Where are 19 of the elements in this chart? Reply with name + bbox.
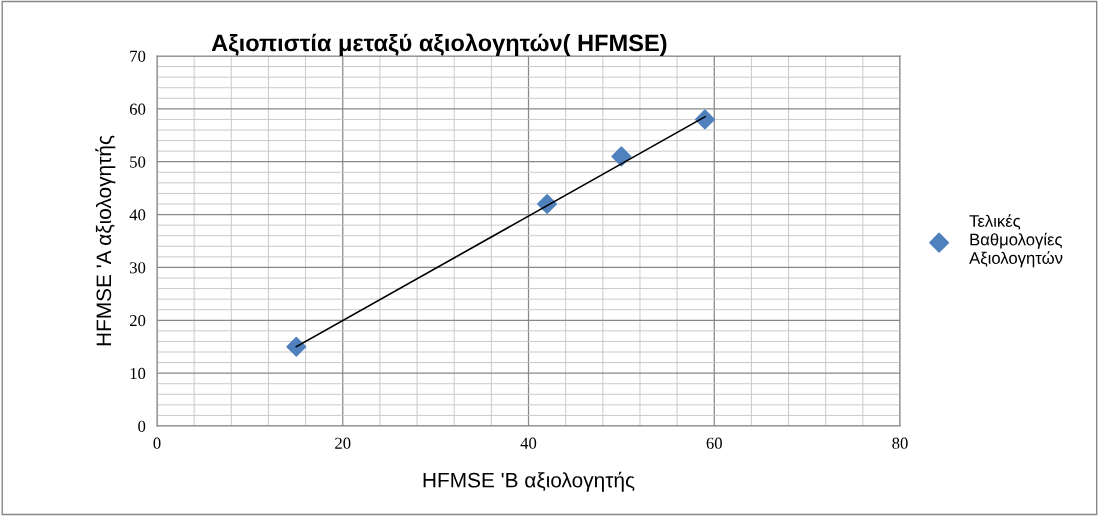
y-tick-label: 70 (130, 50, 146, 62)
y-tick-label: 30 (130, 262, 146, 274)
x-tick-label: 40 (520, 437, 537, 449)
y-tick-label: 50 (130, 156, 146, 168)
y-tick-label: 60 (129, 103, 146, 115)
y-tick-label: 0 (138, 420, 146, 432)
chart-title: Αξιοπιστία μεταξύ αξιολογητών( HFMSE) (211, 33, 667, 56)
x-axis-title: HFMSE 'B αξιολογητής (423, 471, 635, 492)
legend-label: Τελικές Βαθμολογίες Αξιολογητών (969, 214, 1063, 268)
point (611, 146, 632, 167)
y-axis-title: HFMSE 'A αξιολογητής (95, 135, 116, 346)
x-tick-label: 60 (706, 437, 722, 449)
x-tick-label: 20 (335, 437, 351, 449)
y-tick-label: 20 (129, 314, 146, 327)
x-tick-label: 80 (892, 437, 908, 449)
point (286, 336, 307, 357)
x-tick-label: 0 (153, 437, 161, 449)
y-tick-label: 10 (130, 367, 146, 380)
y-tick-label: 40 (129, 209, 146, 221)
